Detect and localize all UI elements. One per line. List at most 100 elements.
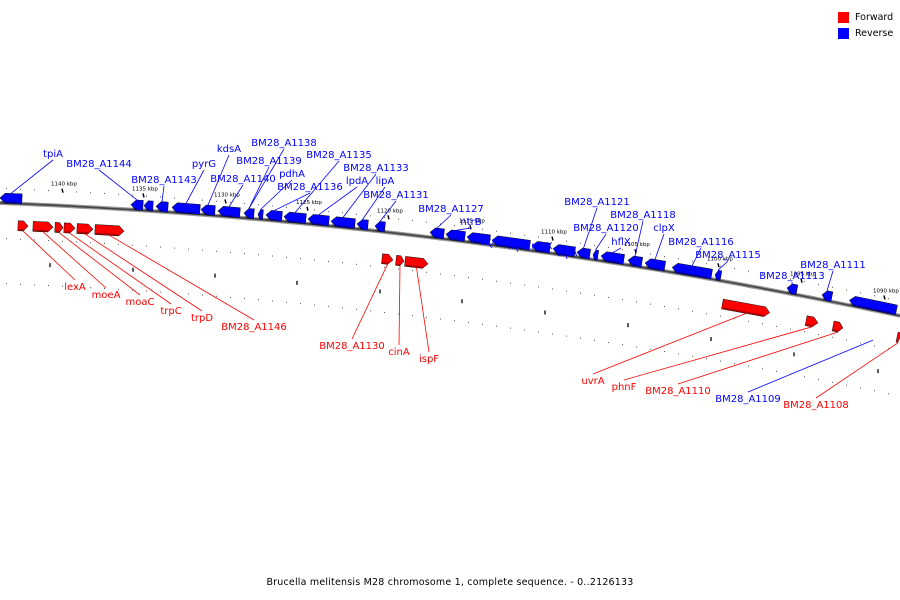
forward-gene-arrow-7 [381, 253, 394, 265]
track-dot [384, 216, 385, 218]
track-dot [258, 254, 259, 256]
gene-shade [577, 255, 585, 259]
reverse-gene-bm28-a1116-leader [691, 247, 702, 266]
track-dot [6, 238, 7, 240]
track-dot [846, 339, 847, 341]
reverse-gene-lipa-leader [362, 186, 386, 220]
reverse-gene-arrow-9 [257, 209, 264, 220]
track-dot [48, 240, 49, 242]
reverse-gene-arrow-15 [374, 221, 386, 233]
track-dot [20, 238, 21, 240]
gene-shape [445, 229, 466, 242]
gene-shade [33, 229, 48, 233]
track-dot [818, 283, 819, 285]
forward-gene-phnf-leader [623, 326, 813, 381]
reverse-gene-arrow-30 [821, 290, 834, 302]
gene-shape [0, 192, 23, 205]
forward-gene-arrow-11 [804, 315, 819, 328]
reverse-gene-bm28-a1140-leader [228, 184, 244, 208]
legend-forward[interactable]: Forward [838, 9, 893, 25]
reverse-gene-ntrc-label: ntrC [481, 237, 502, 248]
track-dot [202, 294, 203, 296]
forward-gene-uvra-label: uvrA [581, 376, 604, 387]
track-dot [34, 189, 35, 191]
track-dot [132, 244, 133, 246]
gene-shade [722, 307, 765, 317]
reverse-gene-bm28-a1109-leader [747, 339, 874, 393]
track-dot [636, 251, 637, 253]
reverse-gene-bm28-a1144-label: BM28_A1144 [66, 159, 132, 170]
legend: Forward Reverse [838, 9, 893, 41]
track-dot [538, 236, 539, 238]
track-dot [720, 360, 721, 362]
track-dot [20, 188, 21, 190]
reverse-gene-bm28-a1109-label: BM28_A1109 [715, 394, 781, 405]
track-dot [244, 253, 245, 255]
track-dot [356, 308, 357, 310]
track-dot [230, 251, 231, 253]
reverse-gene-bm28-a1140-label: BM28_A1140 [210, 174, 276, 185]
gene-shape [143, 200, 154, 212]
gene-shade [645, 265, 660, 271]
forward-gene-phnf-label: phnF [612, 382, 637, 393]
track-dot [286, 301, 287, 303]
track-dot [874, 390, 875, 392]
track-dot [580, 292, 581, 294]
forward-gene-bm28-a1146-leader [109, 234, 255, 321]
reverse-gene-arrow-6 [200, 204, 216, 216]
track-dot [300, 208, 301, 210]
reverse-gene-trka-leader [563, 245, 568, 260]
track-dot [524, 234, 525, 236]
track-dot [664, 305, 665, 307]
track-dot [398, 218, 399, 220]
track-dot [412, 270, 413, 272]
gene-shade [218, 213, 235, 218]
track-dot [566, 335, 567, 337]
forward-gene-trpc-leader [69, 232, 172, 305]
track-dot [650, 303, 651, 305]
track-dot [818, 333, 819, 335]
gene-shade [601, 259, 619, 264]
track-dot [230, 201, 231, 203]
reverse-gene-bm28-a1133-leader [342, 173, 377, 218]
track-dot [160, 291, 161, 293]
gene-shape [552, 244, 576, 258]
track-dot [720, 265, 721, 267]
reverse-gene-pyrg-label: pyrG [192, 159, 216, 170]
forward-gene-moac-label: moaC [126, 297, 155, 308]
track-dot [678, 353, 679, 355]
scale-tick-label: 1095 kbp [790, 272, 816, 278]
reverse-gene-bm28-a1118-label: BM28_A1118 [610, 210, 676, 221]
track-dot [790, 328, 791, 330]
track-dot [104, 193, 105, 195]
legend-reverse[interactable]: Reverse [838, 25, 893, 41]
forward-gene-moea-label: moeA [92, 290, 121, 301]
reverse-gene-arrow-26 [644, 258, 666, 272]
reverse-gene-arrow-31 [849, 296, 898, 316]
track-dot [34, 284, 35, 286]
track-dot [468, 322, 469, 324]
track-dot [440, 318, 441, 320]
reverse-gene-bm28-a1133-label: BM28_A1133 [343, 163, 409, 174]
track-dot [776, 370, 777, 372]
gene-shade [430, 235, 439, 239]
track-dot [384, 266, 385, 268]
track-dot [440, 273, 441, 275]
lower-track-dots [6, 238, 889, 350]
reverse-gene-pdha-label: pdhA [279, 169, 305, 180]
gene-layer [0, 192, 900, 343]
reverse-gene-arrow-25 [627, 255, 643, 268]
gene-shape [32, 221, 54, 233]
gene-shade [258, 217, 261, 220]
forward-gene-bm28-a1108-label: BM28_A1108 [783, 400, 849, 411]
track-dot [454, 225, 455, 227]
track-dot [594, 294, 595, 296]
track-dot [482, 278, 483, 280]
scale-tick-mark [883, 295, 886, 300]
gene-shade [172, 210, 195, 215]
gene-shade [18, 228, 24, 231]
track-dot [860, 292, 861, 294]
track-dot [90, 287, 91, 289]
track-dot [832, 336, 833, 338]
track-dot [566, 240, 567, 242]
